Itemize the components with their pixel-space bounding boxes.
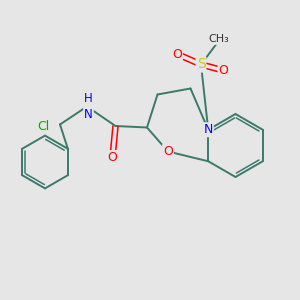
Text: O: O [219, 64, 228, 77]
Text: Cl: Cl [38, 120, 50, 133]
Text: O: O [108, 151, 117, 164]
Text: O: O [172, 47, 182, 61]
Text: S: S [196, 58, 206, 71]
Text: CH₃: CH₃ [208, 34, 230, 44]
Text: N: N [203, 123, 213, 136]
Text: O: O [163, 145, 173, 158]
Text: H
N: H N [84, 92, 93, 121]
